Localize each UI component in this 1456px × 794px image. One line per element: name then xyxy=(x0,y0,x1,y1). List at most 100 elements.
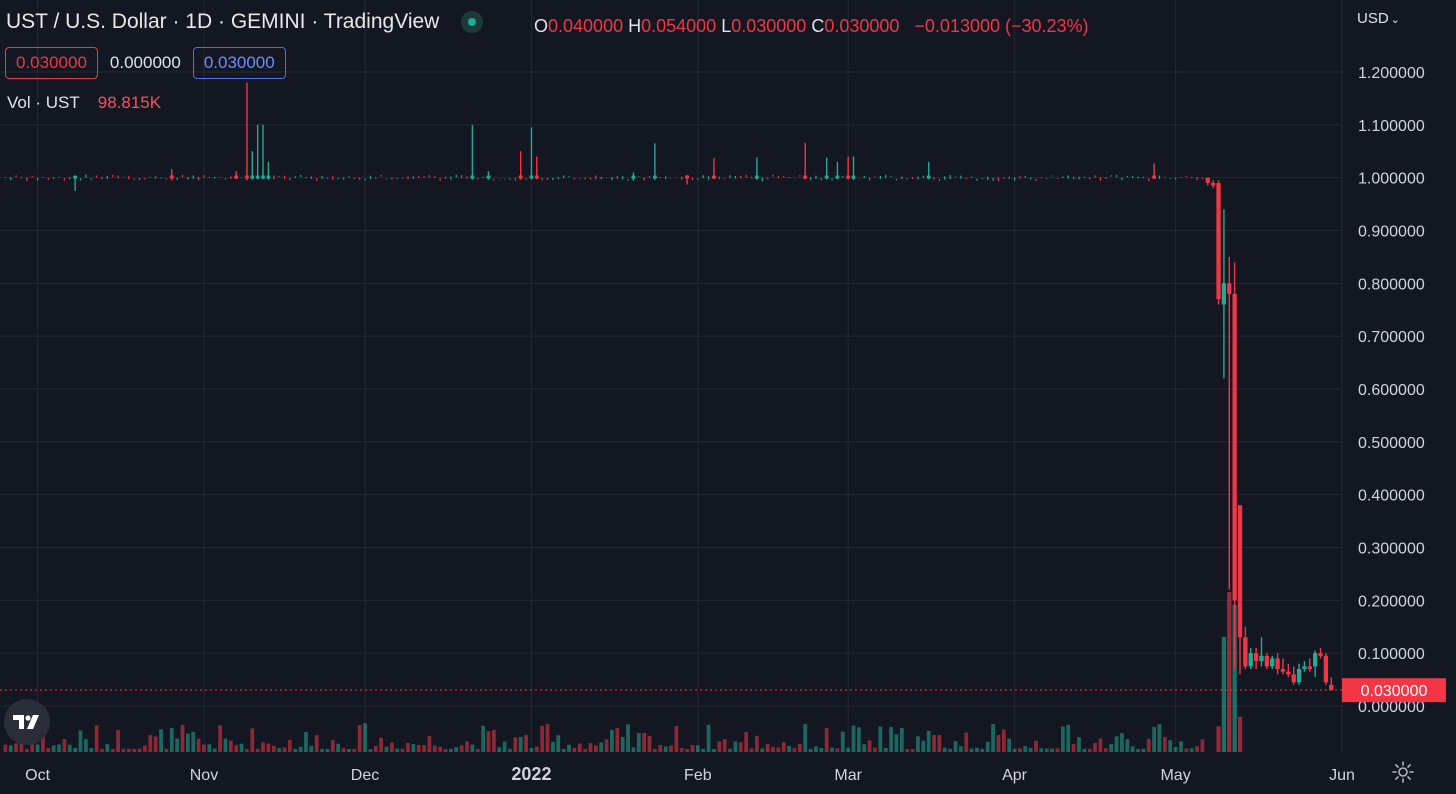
price-tick-label: 1.200000 xyxy=(1358,65,1425,82)
time-tick-label: Oct xyxy=(25,767,50,784)
volume-bar xyxy=(991,724,995,752)
volume-bar xyxy=(561,748,566,752)
volume-bar xyxy=(352,748,357,752)
volume-bar xyxy=(1087,748,1092,752)
volume-bar xyxy=(1007,738,1012,752)
time-tick-label: Apr xyxy=(1002,767,1028,784)
volume-bar xyxy=(1082,748,1087,752)
volume-bar xyxy=(926,730,931,752)
volume-bar xyxy=(980,748,985,752)
price-tick-label: 0.400000 xyxy=(1358,488,1425,505)
volume-bar xyxy=(851,725,856,752)
volume-bar xyxy=(744,732,749,752)
candle-body xyxy=(1270,658,1275,667)
time-tick-label: Feb xyxy=(684,767,712,784)
volume-bar xyxy=(899,727,904,752)
candle-body xyxy=(1313,653,1318,667)
price-tick-label: 1.000000 xyxy=(1358,171,1425,188)
spike-candle-body xyxy=(653,175,657,179)
time-tick-label: Nov xyxy=(190,767,218,784)
volume-bar xyxy=(1184,748,1189,752)
volume-bar xyxy=(873,747,877,752)
volume-bar xyxy=(14,743,18,752)
sell-button[interactable]: 0.030000 xyxy=(5,47,98,79)
candle-body xyxy=(1307,666,1312,670)
volume-bar xyxy=(1023,746,1028,752)
candle-body xyxy=(1205,177,1210,183)
time-axis: Oct Nov Dec 2022 Feb Mar Apr May Jun xyxy=(25,764,1355,784)
symbol-title[interactable]: UST / U.S. Dollar · 1D · GEMINI · Tradin… xyxy=(6,10,440,33)
gear-icon[interactable] xyxy=(1391,760,1415,784)
volume-bar xyxy=(502,741,507,752)
volume-bar xyxy=(916,736,920,752)
volume-bar xyxy=(314,735,319,752)
last-price-tag xyxy=(1342,678,1446,703)
volume-bar xyxy=(304,731,308,752)
volume-bar xyxy=(110,748,115,752)
symbol-header[interactable]: UST / U.S. Dollar · 1D · GEMINI · Tradin… xyxy=(6,10,484,34)
volume-bar xyxy=(556,735,561,752)
price-tick-label: 1.100000 xyxy=(1358,118,1425,135)
candle-body xyxy=(1216,182,1221,300)
volume-bar xyxy=(1109,744,1114,752)
volume-bar xyxy=(953,741,958,752)
volume-bar xyxy=(3,744,8,752)
volume-bar xyxy=(835,748,840,752)
volume-bar xyxy=(1237,716,1243,752)
volume-bar xyxy=(615,728,620,752)
volume-bar xyxy=(760,748,765,752)
volume-bar xyxy=(8,745,13,752)
volume-value: 98.815K xyxy=(97,93,162,112)
volume-bar xyxy=(239,743,244,752)
volume-bar xyxy=(121,748,126,752)
volume-bar xyxy=(30,742,35,752)
volume-bar xyxy=(336,743,341,752)
volume-bar xyxy=(706,724,711,752)
volume-bar xyxy=(73,747,78,752)
currency-selector[interactable]: USD ⌄ xyxy=(1357,10,1400,27)
volume-bar xyxy=(1146,738,1151,752)
volume-bar xyxy=(1195,746,1199,752)
candle-body xyxy=(1318,653,1323,656)
volume-bar xyxy=(35,744,40,752)
volume-bar xyxy=(191,731,196,752)
volume-bar xyxy=(1221,636,1227,752)
volume-bar xyxy=(1200,739,1205,752)
volume-bar xyxy=(475,748,480,752)
candle-body xyxy=(1296,669,1302,683)
volume-bar xyxy=(116,729,120,752)
spike-candle-body xyxy=(755,175,759,179)
volume-bar xyxy=(100,748,104,752)
spike-candle-body xyxy=(685,175,689,179)
volume-bar xyxy=(712,748,716,752)
volume-bar xyxy=(771,746,775,752)
volume-bar xyxy=(379,737,384,752)
volume-bar xyxy=(636,733,641,752)
volume-histogram xyxy=(3,592,1243,752)
volume-bar xyxy=(1136,748,1140,752)
volume-bar xyxy=(223,738,228,752)
volume-bar xyxy=(669,745,673,752)
buy-button[interactable]: 0.030000 xyxy=(192,47,286,79)
volume-bar xyxy=(937,734,942,752)
volume-bar xyxy=(1125,739,1130,752)
volume-bar xyxy=(105,744,110,752)
volume-bar xyxy=(932,735,936,752)
volume-bar xyxy=(518,736,523,752)
ohlc-readout: O0.040000 H0.054000 L0.030000 C0.030000 … xyxy=(534,16,1089,37)
volume-bar xyxy=(728,748,732,752)
price-axis: 1.200000 1.100000 1.000000 0.900000 0.800000… xyxy=(1358,65,1425,716)
volume-legend[interactable]: Vol · UST 98.815K xyxy=(7,93,161,113)
spike-candle-body xyxy=(234,175,239,179)
volume-bar xyxy=(781,742,786,752)
close-value: 0.030000 xyxy=(824,16,900,36)
volume-bar xyxy=(540,725,545,752)
spike-candle-body xyxy=(470,175,475,179)
volume-bar xyxy=(1103,748,1108,752)
spike-candle-body xyxy=(250,175,255,179)
tradingview-logo-icon[interactable] xyxy=(4,699,50,745)
volume-bar xyxy=(84,739,88,752)
volume-bar xyxy=(653,748,657,752)
candle-body xyxy=(1237,505,1243,638)
